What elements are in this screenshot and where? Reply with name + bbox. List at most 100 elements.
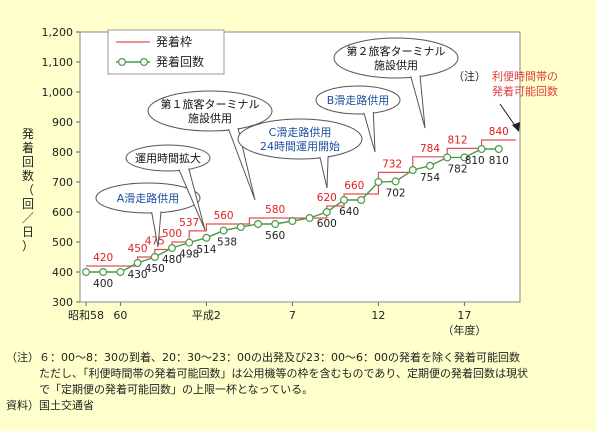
slot-label-11: 812 — [447, 134, 467, 146]
note-prefix: （注） — [453, 69, 486, 83]
actual-point-23 — [477, 145, 486, 154]
y-axis-title-char: （ — [22, 183, 34, 197]
callout-bubble-fill — [149, 92, 271, 130]
actual-point-7 — [202, 233, 211, 242]
y-axis-title-char: ／ — [22, 211, 34, 225]
callout-text: 第１旅客ターミナル — [161, 97, 260, 111]
notes-block: （注）６：00～8：30の到着、20：30～23：00の出発及び23：00～6：… — [6, 350, 528, 414]
y-axis-title-char: 発 — [22, 127, 34, 141]
actual-point-11 — [271, 220, 280, 229]
callout-bubble-fill — [317, 87, 399, 113]
x-tick-label-1: 60 — [113, 309, 127, 322]
slot-label-3: 500 — [162, 228, 182, 240]
y-tick-label-5: 800 — [52, 146, 73, 159]
note-annotation: （注） 利便時間帯の発着可能回数 — [453, 69, 558, 132]
y-tick-label-0: 300 — [52, 296, 73, 309]
note-arrow-line — [499, 103, 517, 128]
actual-label-0: 400 — [93, 278, 113, 290]
actual-label-6: 538 — [217, 237, 237, 249]
source-line: 資料）国土交通省 — [6, 399, 94, 412]
actual-point-6 — [185, 238, 194, 247]
y-axis-title-char: 数 — [22, 168, 34, 183]
actual-point-9 — [236, 223, 245, 232]
actual-label-10: 702 — [386, 187, 406, 199]
actual-point-0 — [81, 268, 90, 277]
callout-text: 施設供用 — [188, 111, 232, 125]
actual-point-21 — [443, 153, 452, 162]
callout-text: 施設供用 — [374, 58, 418, 72]
x-tick-label-3: 7 — [289, 309, 296, 322]
slot-label-9: 732 — [382, 158, 402, 170]
y-tick-label-4: 700 — [52, 176, 73, 189]
actual-point-24 — [494, 145, 503, 154]
slot-label-10: 784 — [420, 143, 440, 155]
callout-ops-extension: 運用時間拡大 — [125, 144, 211, 231]
callout-a-runway: A滑走路供用 — [95, 182, 201, 248]
actual-point-22 — [460, 153, 469, 162]
legend-actual-label: 発着回数 — [156, 54, 204, 69]
callout-text: B滑走路供用 — [327, 93, 390, 107]
note-arrow-head — [512, 122, 520, 132]
legend-box — [107, 29, 225, 75]
actual-label-12: 782 — [447, 163, 467, 175]
actual-point-3 — [133, 259, 142, 268]
note-line-2: ただし、「利便時間帯の発着可能回数」は公用機等の枠を含むものであり、定期便の発着… — [6, 367, 528, 380]
actual-label-14: 810 — [489, 155, 509, 167]
callout-text: C滑走路供用 — [269, 125, 332, 139]
x-tick-label-0: 昭和58 — [68, 309, 104, 322]
slot-label-5: 560 — [214, 210, 234, 222]
actual-label-7: 560 — [265, 230, 285, 242]
actual-label-9: 640 — [339, 206, 359, 218]
slot-label-12: 840 — [489, 126, 509, 138]
actual-point-17 — [374, 178, 383, 187]
callout-text: 24時間運用開始 — [260, 139, 340, 153]
y-axis-title-char: 着 — [22, 140, 34, 155]
callout-bubble-fill — [335, 39, 457, 77]
callout-text: 運用時間拡大 — [135, 151, 201, 165]
actual-point-14 — [322, 208, 331, 217]
slot-label-1: 450 — [128, 243, 148, 255]
y-tick-label-9: 1,200 — [42, 26, 74, 39]
actual-point-10 — [254, 220, 263, 229]
note-text: 利便時間帯の — [492, 70, 558, 83]
y-axis-title-char: 日 — [22, 225, 34, 239]
y-axis-title-char: 回 — [22, 197, 34, 211]
legend-actual-marker-right — [140, 57, 149, 66]
slot-label-2: 475 — [145, 236, 165, 248]
actual-point-1 — [99, 268, 108, 277]
callout-text: A滑走路供用 — [117, 191, 180, 205]
y-tick-label-3: 600 — [52, 206, 73, 219]
x-tick-label-4: 12 — [371, 309, 385, 322]
y-axis-title: 発着回数（回／日） — [22, 127, 34, 253]
callout-bubble-fill — [97, 184, 199, 212]
actual-label-13: 810 — [465, 155, 485, 167]
y-tick-label-6: 900 — [52, 116, 73, 129]
x-tick-label-5: 17 — [457, 309, 471, 322]
slot-label-6: 580 — [265, 204, 285, 216]
actual-point-4 — [150, 253, 159, 262]
actual-label-1: 430 — [128, 269, 148, 281]
slot-label-7: 620 — [317, 192, 337, 204]
y-axis-title-char: 回 — [22, 155, 34, 169]
y-axis-title-char: ） — [22, 239, 34, 253]
note-text: 発着可能回数 — [492, 84, 558, 98]
slot-label-8: 660 — [344, 180, 364, 192]
actual-point-18 — [391, 177, 400, 186]
actual-point-5 — [168, 244, 177, 253]
callout-text: 第２旅客ターミナル — [347, 44, 446, 58]
y-tick-label-2: 500 — [52, 236, 73, 249]
slot-label-4: 537 — [179, 217, 199, 229]
callout-bubble-fill — [239, 120, 361, 158]
note-line-3: で「定期便の発着可能回数」の上限一杯となっている。 — [6, 383, 314, 396]
actual-label-3: 480 — [162, 254, 182, 266]
x-axis-unit: （年度） — [442, 323, 486, 337]
callout-b-runway: B滑走路供用 — [315, 85, 401, 153]
series-slot-line — [86, 139, 516, 267]
actual-point-12 — [288, 217, 297, 226]
actual-label-4: 498 — [179, 249, 199, 261]
